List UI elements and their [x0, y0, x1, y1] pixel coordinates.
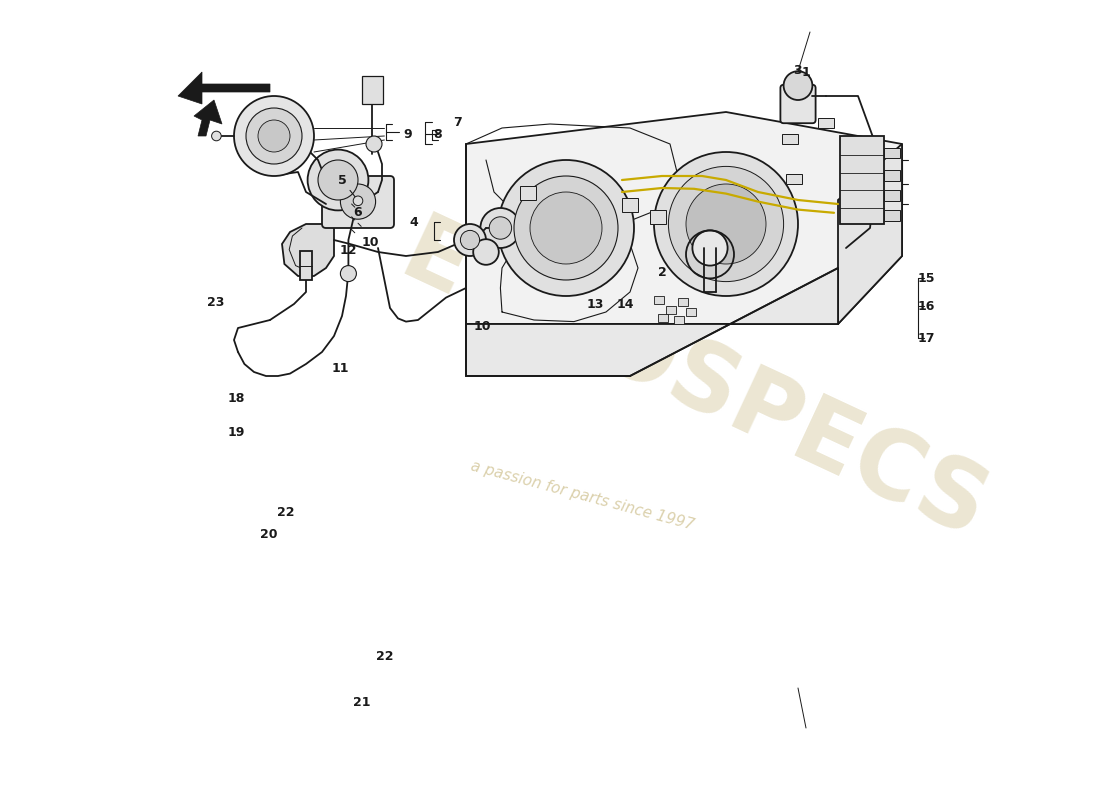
Bar	[674, 316, 684, 324]
Text: 20: 20	[260, 528, 277, 541]
Circle shape	[211, 131, 221, 141]
Bar	[883, 148, 900, 158]
Circle shape	[530, 192, 602, 264]
Bar	[678, 298, 689, 306]
Bar	[883, 190, 900, 201]
Text: 21: 21	[353, 696, 371, 709]
Circle shape	[454, 224, 486, 256]
Polygon shape	[194, 100, 222, 136]
Circle shape	[246, 108, 302, 164]
Bar	[658, 314, 669, 322]
Bar	[299, 251, 312, 280]
Text: EUROSPECS: EUROSPECS	[387, 208, 1001, 560]
Text: 14: 14	[616, 298, 634, 310]
Text: 22: 22	[375, 650, 393, 662]
Bar	[782, 134, 797, 144]
Text: 19: 19	[228, 426, 245, 438]
FancyBboxPatch shape	[780, 85, 815, 123]
Circle shape	[481, 208, 520, 248]
Bar	[883, 170, 900, 181]
Circle shape	[783, 71, 813, 100]
Circle shape	[340, 184, 375, 219]
Text: a passion for parts since 1997: a passion for parts since 1997	[469, 459, 695, 533]
Text: 3: 3	[794, 64, 802, 77]
Text: 10: 10	[361, 236, 378, 249]
Polygon shape	[838, 144, 902, 324]
Text: 4: 4	[409, 216, 418, 229]
Bar	[621, 198, 638, 212]
Circle shape	[473, 239, 498, 265]
Text: 23: 23	[207, 296, 224, 309]
Polygon shape	[466, 268, 838, 376]
Bar	[362, 76, 383, 104]
Circle shape	[686, 184, 766, 264]
Circle shape	[258, 120, 290, 152]
Polygon shape	[466, 112, 902, 324]
Circle shape	[692, 230, 727, 266]
Circle shape	[234, 96, 313, 176]
Bar	[686, 308, 696, 316]
Text: 7: 7	[453, 116, 462, 129]
Polygon shape	[178, 72, 270, 104]
Circle shape	[514, 176, 618, 280]
Bar	[654, 296, 664, 304]
Text: 10: 10	[473, 320, 491, 333]
Bar	[839, 136, 883, 224]
Text: 13: 13	[587, 298, 604, 310]
Text: 2: 2	[658, 266, 667, 278]
Text: 18: 18	[228, 392, 245, 405]
Bar	[519, 186, 536, 200]
Bar	[818, 118, 834, 128]
Circle shape	[366, 136, 382, 152]
Circle shape	[353, 196, 363, 206]
Circle shape	[461, 230, 480, 250]
Circle shape	[490, 217, 512, 239]
Circle shape	[308, 150, 369, 210]
Bar	[666, 306, 676, 314]
Polygon shape	[282, 224, 334, 276]
Text: 6: 6	[354, 206, 362, 218]
Bar	[650, 210, 666, 224]
Circle shape	[669, 166, 783, 282]
Bar	[883, 210, 900, 221]
Text: 8: 8	[433, 128, 442, 141]
Bar	[786, 174, 802, 184]
FancyBboxPatch shape	[322, 176, 394, 228]
Text: 15: 15	[917, 272, 935, 285]
Text: 5: 5	[338, 174, 346, 186]
Text: 9: 9	[404, 128, 411, 141]
Text: 1: 1	[802, 66, 811, 78]
Text: 17: 17	[917, 332, 935, 345]
Text: 16: 16	[917, 300, 935, 313]
Circle shape	[340, 266, 356, 282]
Circle shape	[318, 160, 358, 200]
Text: 22: 22	[277, 506, 295, 518]
Text: 11: 11	[332, 362, 349, 374]
Circle shape	[654, 152, 798, 296]
Circle shape	[498, 160, 634, 296]
Text: 12: 12	[340, 244, 358, 257]
